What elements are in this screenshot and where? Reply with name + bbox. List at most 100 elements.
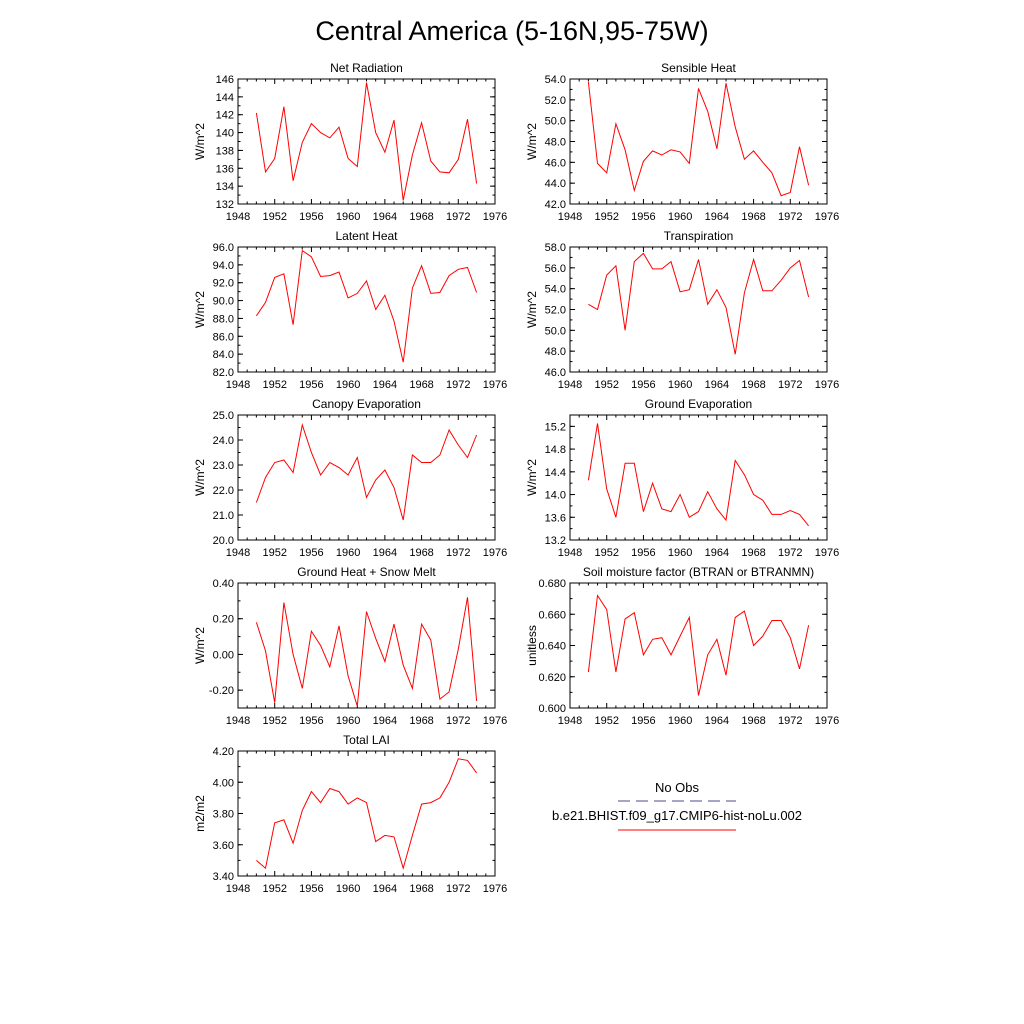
x-tick-label: 1968 bbox=[409, 715, 433, 727]
x-tick-label: 1948 bbox=[226, 379, 250, 391]
x-tick-label: 1964 bbox=[705, 547, 729, 559]
x-tick-label: 1948 bbox=[226, 211, 250, 223]
x-tick-label: 1948 bbox=[226, 547, 250, 559]
panel-title: Latent Heat bbox=[335, 229, 398, 243]
panel-title: Transpiration bbox=[664, 229, 734, 243]
x-tick-label: 1960 bbox=[336, 379, 360, 391]
y-tick-label: 0.640 bbox=[538, 641, 566, 653]
y-tick-label: 48.0 bbox=[545, 137, 566, 149]
chart-panel: Sensible Heat W/m^2 1948 1952 1956 1960 1964 19… bbox=[525, 61, 839, 223]
plot-frame bbox=[237, 750, 496, 877]
chart-panel: Latent Heat W/m^2 1948 1952 1956 1960 1964 1968… bbox=[193, 229, 507, 391]
chart-panel: Ground Heat + Snow Melt W/m^2 1948 1952 1956… bbox=[193, 565, 507, 727]
y-tick-label: 4.00 bbox=[213, 777, 234, 789]
x-tick-label: 1956 bbox=[299, 715, 323, 727]
y-tick-label: 48.0 bbox=[545, 346, 566, 358]
x-tick-label: 1976 bbox=[483, 379, 507, 391]
y-tick-label: 0.620 bbox=[538, 672, 566, 684]
x-tick-label: 1960 bbox=[336, 883, 360, 895]
x-tick-label: 1948 bbox=[226, 715, 250, 727]
y-tick-label: 44.0 bbox=[545, 178, 566, 190]
panel-title: Sensible Heat bbox=[661, 61, 736, 75]
x-tick-label: 1952 bbox=[594, 211, 618, 223]
y-tick-label: 0.680 bbox=[538, 578, 566, 590]
y-tick-label: 144 bbox=[216, 92, 234, 104]
y-tick-label: 14.4 bbox=[545, 467, 566, 479]
y-tick-label: -0.20 bbox=[209, 685, 234, 697]
x-tick-label: 1976 bbox=[483, 715, 507, 727]
x-tick-label: 1952 bbox=[594, 547, 618, 559]
y-tick-label: 22.0 bbox=[213, 485, 234, 497]
y-axis-label: W/m^2 bbox=[525, 459, 539, 496]
y-tick-label: 136 bbox=[216, 163, 234, 175]
y-axis-label: W/m^2 bbox=[193, 627, 207, 664]
y-tick-label: 92.0 bbox=[213, 278, 234, 290]
x-tick-label: 1976 bbox=[483, 211, 507, 223]
y-tick-label: 50.0 bbox=[545, 325, 566, 337]
y-tick-label: 86.0 bbox=[213, 331, 234, 343]
x-tick-label: 1964 bbox=[373, 379, 397, 391]
y-axis-label: W/m^2 bbox=[193, 459, 207, 496]
y-tick-label: 3.60 bbox=[213, 840, 234, 852]
y-tick-label: 23.0 bbox=[213, 460, 234, 472]
x-tick-label: 1972 bbox=[778, 379, 802, 391]
y-tick-label: 3.80 bbox=[213, 809, 234, 821]
x-tick-label: 1952 bbox=[262, 883, 286, 895]
series-line bbox=[588, 252, 810, 355]
y-tick-label: 52.0 bbox=[545, 305, 566, 317]
x-tick-label: 1956 bbox=[631, 715, 655, 727]
y-axis-label: W/m^2 bbox=[193, 291, 207, 328]
x-tick-label: 1972 bbox=[446, 883, 470, 895]
x-tick-label: 1968 bbox=[409, 883, 433, 895]
series-line bbox=[255, 597, 478, 707]
x-tick-label: 1956 bbox=[299, 379, 323, 391]
series-line bbox=[255, 249, 478, 363]
y-tick-label: 134 bbox=[216, 181, 234, 193]
y-tick-label: 0.600 bbox=[538, 703, 566, 715]
x-tick-label: 1956 bbox=[631, 211, 655, 223]
x-tick-label: 1972 bbox=[446, 715, 470, 727]
plot-frame bbox=[237, 246, 496, 373]
x-tick-label: 1960 bbox=[336, 211, 360, 223]
y-tick-label: 14.8 bbox=[545, 444, 566, 456]
y-tick-label: 90.0 bbox=[213, 296, 234, 308]
series-line bbox=[587, 423, 809, 527]
panels: Net Radiation W/m^2 1948 1952 1956 1960 1964 19… bbox=[193, 61, 839, 895]
x-tick-label: 1948 bbox=[558, 547, 582, 559]
y-tick-label: 52.0 bbox=[545, 95, 566, 107]
x-tick-label: 1968 bbox=[741, 379, 765, 391]
y-tick-label: 138 bbox=[216, 145, 234, 157]
y-tick-label: 58.0 bbox=[545, 242, 566, 254]
y-tick-label: 3.40 bbox=[213, 871, 234, 883]
plot-frame bbox=[237, 414, 496, 541]
y-tick-label: 50.0 bbox=[545, 116, 566, 128]
x-tick-label: 1976 bbox=[815, 211, 839, 223]
plot-frame bbox=[237, 582, 496, 709]
x-tick-label: 1948 bbox=[558, 379, 582, 391]
x-tick-label: 1952 bbox=[262, 547, 286, 559]
x-tick-label: 1976 bbox=[483, 547, 507, 559]
x-tick-label: 1968 bbox=[741, 547, 765, 559]
x-tick-label: 1972 bbox=[778, 211, 802, 223]
y-tick-label: 0.00 bbox=[213, 649, 234, 661]
chart-panel: Canopy Evaporation W/m^2 1948 1952 1956 1960 1… bbox=[193, 397, 507, 559]
x-tick-label: 1956 bbox=[299, 547, 323, 559]
y-tick-label: 0.660 bbox=[538, 609, 566, 621]
y-tick-label: 42.0 bbox=[545, 199, 566, 211]
series-line bbox=[587, 82, 810, 197]
x-tick-label: 1976 bbox=[815, 715, 839, 727]
x-tick-label: 1964 bbox=[705, 211, 729, 223]
y-tick-label: 13.6 bbox=[545, 512, 566, 524]
plot-frame bbox=[569, 582, 828, 709]
chart-panel: Soil moisture factor (BTRAN or BTRANMN) u… bbox=[525, 565, 839, 727]
y-tick-label: 20.0 bbox=[213, 535, 234, 547]
y-axis-label: W/m^2 bbox=[193, 123, 207, 160]
series-line bbox=[255, 423, 478, 521]
plot-frame bbox=[237, 78, 496, 205]
y-tick-label: 25.0 bbox=[213, 410, 234, 422]
x-tick-label: 1948 bbox=[558, 211, 582, 223]
x-tick-label: 1952 bbox=[262, 715, 286, 727]
x-tick-label: 1952 bbox=[262, 379, 286, 391]
plot-frame bbox=[569, 246, 828, 373]
